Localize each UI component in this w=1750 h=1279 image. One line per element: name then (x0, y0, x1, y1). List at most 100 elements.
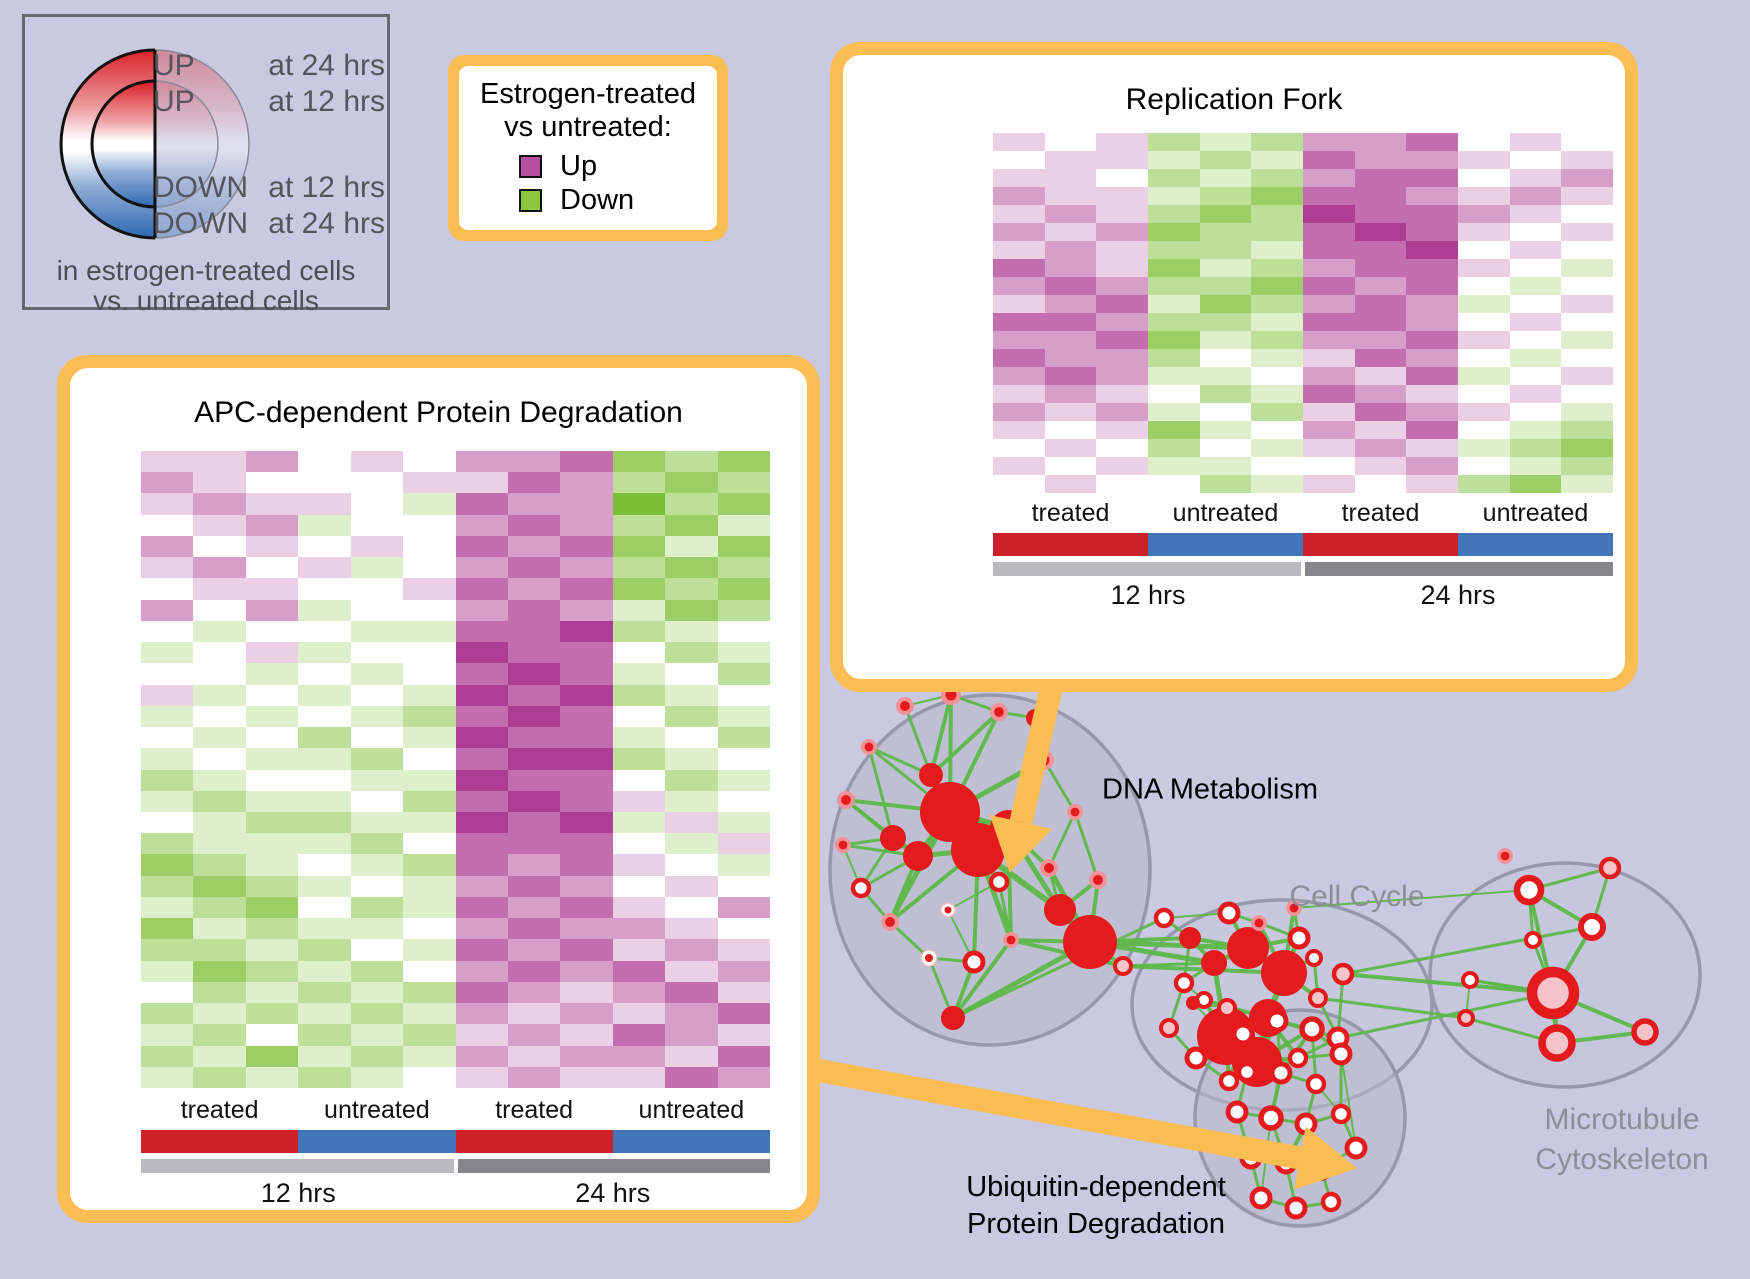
heatmap-cell (403, 535, 456, 558)
heatmap-cell (507, 557, 561, 579)
heatmap-cell (403, 599, 456, 621)
heatmap-cell (1251, 367, 1303, 385)
heatmap-cell (717, 748, 770, 770)
heatmap-cell (665, 981, 718, 1004)
legend-time: at 12 hrs (268, 171, 385, 204)
heatmap-cell (1509, 277, 1562, 295)
heatmap-cell (1406, 187, 1458, 205)
heatmap-cell (993, 169, 1045, 187)
replication-fork-panel: Replication Fork treated untreated treated… (830, 42, 1638, 692)
gene-node (1598, 856, 1622, 880)
heatmap-cell (403, 1003, 456, 1025)
heatmap-cell (1406, 133, 1458, 151)
heatmap-cell (507, 620, 561, 643)
heatmap-cell (403, 918, 456, 940)
heatmap-cell (1354, 403, 1407, 421)
heatmap-cell (193, 727, 246, 749)
heatmap-cell (665, 663, 718, 685)
replication-fork-heatmap (993, 133, 1613, 493)
heatmap-cell (612, 1003, 666, 1025)
heatmap-cell (1561, 403, 1613, 421)
heatmap-cell (1458, 331, 1510, 349)
heatmap-cell (993, 151, 1045, 169)
heatmap-cell (1406, 259, 1458, 277)
ubiquitin-degradation-label: Ubiquitin-dependent Protein Degradation (966, 1171, 1226, 1240)
heatmap-cell (717, 727, 770, 749)
heatmap-cell (717, 557, 770, 579)
heatmap-cell (612, 939, 666, 961)
heatmap-cell (1199, 133, 1252, 151)
heatmap-cell (1303, 439, 1355, 457)
heatmap-cell (455, 875, 508, 897)
heatmap-cell (1303, 295, 1355, 313)
heatmap-cell (298, 1003, 351, 1025)
gene-node (1227, 927, 1269, 969)
group-label-treated: treated (1341, 499, 1420, 527)
heatmap-cell (1148, 439, 1200, 457)
gene-node (1186, 996, 1200, 1010)
rf-treatment-bars (993, 533, 1613, 556)
heatmap-cell (1096, 259, 1148, 277)
heatmap-cell (507, 1045, 561, 1067)
heatmap-cell (1251, 241, 1303, 259)
heatmap-cell (1406, 475, 1458, 493)
heatmap-cell (1509, 349, 1562, 367)
heatmap-cell (1354, 331, 1407, 349)
heatmap-cell (455, 472, 508, 494)
gene-node (837, 791, 855, 809)
heatmap-cell (1406, 241, 1458, 259)
heatmap-cell (1044, 205, 1097, 223)
apc-degradation-panel: APC-dependent Protein Degradation treate… (57, 355, 820, 1223)
heatmap-cell (193, 578, 246, 600)
heatmap-cell (665, 451, 718, 473)
gene-node (1225, 1100, 1249, 1124)
heatmap-cell (665, 833, 718, 855)
heatmap-cell (455, 939, 508, 961)
heatmap-cell (193, 684, 246, 706)
legend-caption-line2: vs. untreated cells (93, 285, 319, 316)
heatmap-cell (717, 599, 770, 621)
gene-node (1577, 912, 1607, 942)
gene-node (1261, 950, 1307, 996)
heatmap-cell (1303, 223, 1355, 241)
heatmap-cell (1406, 151, 1458, 169)
heatmap-cell (1044, 385, 1097, 403)
gene-node (1330, 1103, 1352, 1125)
gene-node (1320, 1191, 1342, 1213)
heatmap-cell (1044, 475, 1097, 493)
heatmap-cell (1354, 367, 1407, 385)
legend-time: at 24 hrs (268, 49, 385, 82)
heatmap-cell (1044, 277, 1097, 295)
heatmap-cell (1303, 331, 1355, 349)
heatmap-cell (1303, 187, 1355, 205)
heatmap-cell (141, 875, 194, 897)
heatmap-cell (455, 557, 508, 579)
heatmap-cell (141, 748, 194, 770)
gene-node (1524, 931, 1542, 949)
heatmap-cell (455, 620, 508, 643)
network-edge (1342, 925, 1593, 976)
heatmap-cell (1148, 169, 1200, 187)
heatmap-cell (245, 620, 299, 643)
heatmap-cell (1406, 403, 1458, 421)
heatmap-cell (1561, 457, 1613, 475)
heatmap-cell (1199, 277, 1252, 295)
heatmap-cell (141, 960, 194, 982)
heatmap-cell (665, 705, 718, 728)
heatmap-cell (1561, 151, 1613, 169)
heatmap-cell (1406, 439, 1458, 457)
heatmap-cell (1509, 385, 1562, 403)
heatmap-cell (717, 578, 770, 600)
heatmap-cell (560, 939, 613, 961)
heatmap-cell (1406, 313, 1458, 331)
heatmap-cell (298, 514, 351, 536)
heatmap-cell (193, 493, 246, 515)
heatmap-cell (665, 854, 718, 876)
dna-metabolism-label: DNA Metabolism (1102, 773, 1318, 806)
heatmap-cell (1251, 475, 1303, 493)
untreated-bar (298, 1130, 456, 1153)
heatmap-cell (1044, 151, 1097, 169)
gene-node (1231, 1022, 1255, 1046)
heatmap-cell (245, 578, 299, 600)
heatmap-cell (403, 578, 456, 600)
